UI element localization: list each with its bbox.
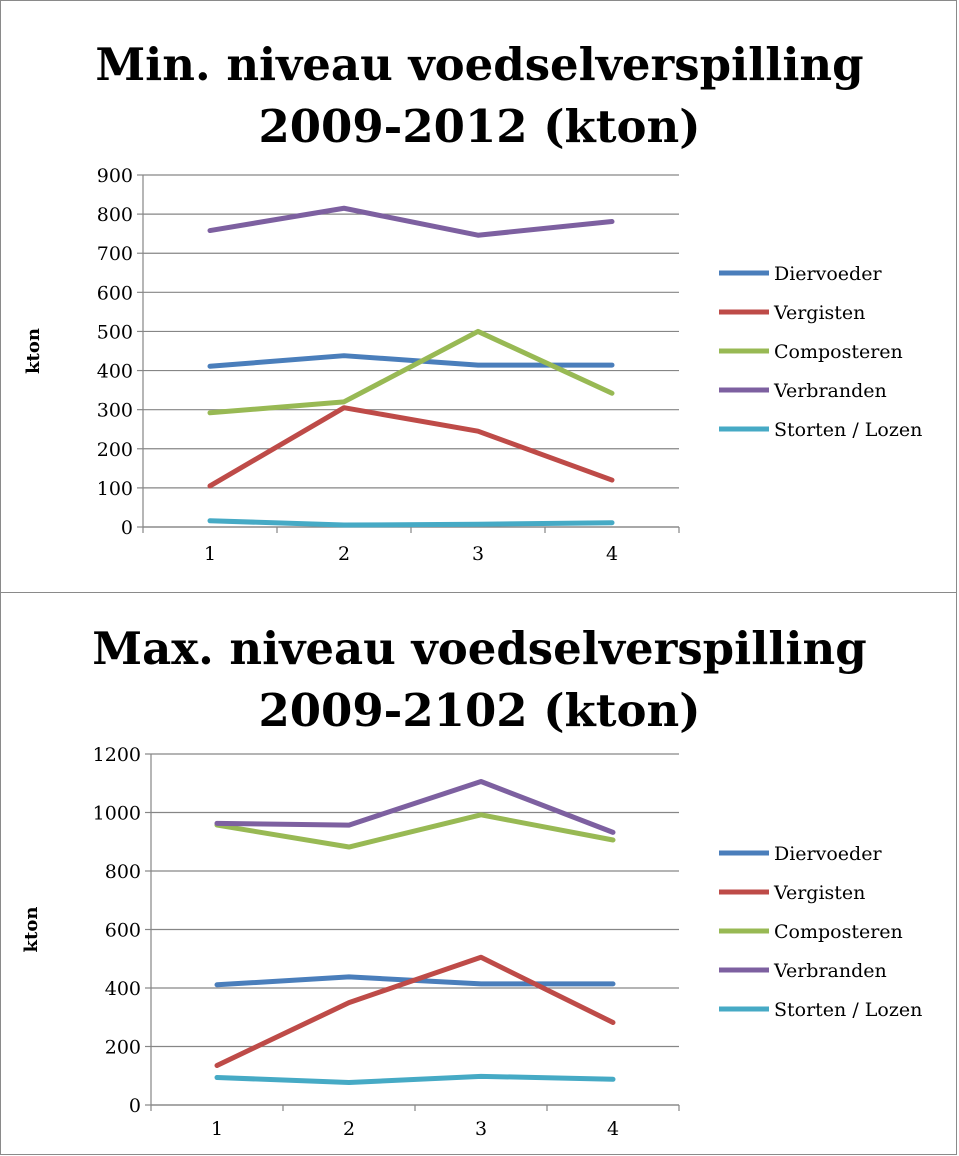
y-tick-label: 800 xyxy=(105,861,141,883)
series-line-storten-lozen xyxy=(217,1076,613,1082)
legend-label: Verbranden xyxy=(773,960,887,982)
legend-label: Vergisten xyxy=(773,882,865,904)
chart-min-plot: 0 100 200 300 400 500 600 700 800 900 1 2 3 4 kton Dier… xyxy=(1,1,958,593)
series-line-verbranden xyxy=(217,781,613,832)
x-tick-label: 4 xyxy=(606,543,618,565)
y-tick-label: 800 xyxy=(97,204,133,226)
y-tick-label: 600 xyxy=(105,920,141,942)
legend-label: Composteren xyxy=(774,921,903,943)
y-tick-label: 900 xyxy=(97,165,133,187)
y-tick-label: 1200 xyxy=(93,744,141,766)
series-line-vergisten xyxy=(210,408,612,486)
x-tick-label: 1 xyxy=(211,1118,223,1140)
y-tick-label: 700 xyxy=(97,243,133,265)
series-line-composteren xyxy=(210,331,612,412)
legend-label: Vergisten xyxy=(773,302,865,324)
y-tick-label: 400 xyxy=(97,361,133,383)
legend-label: Diervoeder xyxy=(774,263,882,285)
legend-label: Storten / Lozen xyxy=(774,419,922,441)
y-tick-label: 400 xyxy=(105,978,141,1000)
series-line-verbranden xyxy=(210,208,612,235)
chart-panel-min: Min. niveau voedselverspilling 2009-2012… xyxy=(0,0,957,592)
y-axis-label: kton xyxy=(21,907,42,953)
y-tick-label: 100 xyxy=(97,478,133,500)
x-tick-label: 1 xyxy=(204,543,216,565)
x-tick-label: 2 xyxy=(343,1118,355,1140)
x-tick-label: 4 xyxy=(607,1118,619,1140)
series-line-composteren xyxy=(217,815,613,847)
y-tick-label: 200 xyxy=(97,439,133,461)
legend-label: Diervoeder xyxy=(774,843,882,865)
y-axis-label: kton xyxy=(23,328,44,374)
y-tick-label: 600 xyxy=(97,282,133,304)
x-tick-label: 2 xyxy=(338,543,350,565)
y-tick-label: 200 xyxy=(105,1037,141,1059)
x-tick-label: 3 xyxy=(475,1118,487,1140)
series-line-vergisten xyxy=(217,957,613,1065)
legend-label: Verbranden xyxy=(773,380,887,402)
legend-label: Storten / Lozen xyxy=(774,999,922,1021)
chart-panel-max: Max. niveau voedselverspilling 2009-2102… xyxy=(0,592,957,1155)
y-tick-label: 300 xyxy=(97,400,133,422)
series-line-storten-lozen xyxy=(210,521,612,525)
y-tick-label: 0 xyxy=(121,517,133,539)
chart-max-plot: 0 200 400 600 800 1000 1200 1 2 3 4 kton Diervoeder V… xyxy=(1,593,958,1156)
y-tick-label: 500 xyxy=(97,321,133,343)
y-tick-label: 0 xyxy=(129,1095,141,1117)
x-tick-label: 3 xyxy=(472,543,484,565)
legend-label: Composteren xyxy=(774,341,903,363)
y-tick-label: 1000 xyxy=(93,803,141,825)
